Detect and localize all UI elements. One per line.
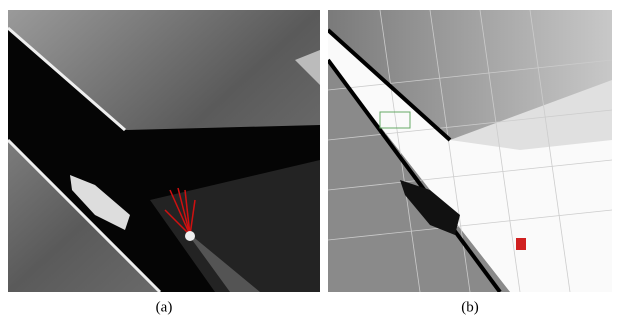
panel-a-image [8,10,320,292]
caption: (b) [461,299,479,315]
caption: (a) [156,299,173,315]
panel-b-image [328,10,612,292]
figure: (a) (b) [0,0,618,320]
